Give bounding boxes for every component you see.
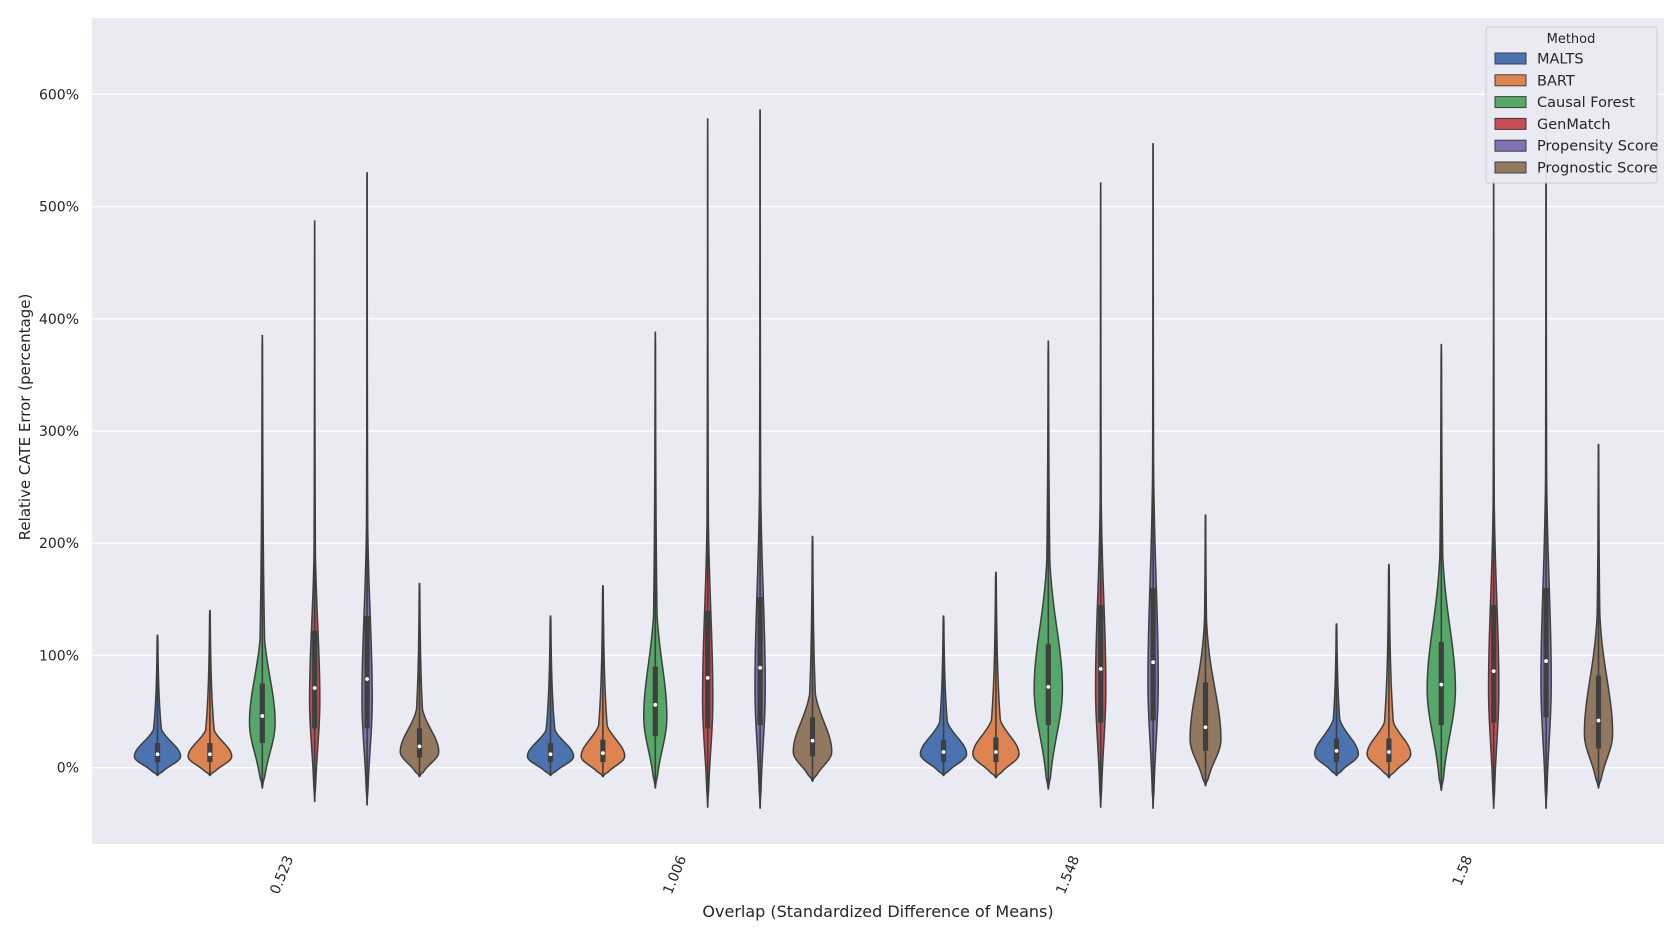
y-tick-label: 200% — [39, 536, 79, 552]
violin-box — [1595, 675, 1602, 749]
violin-box — [1150, 588, 1156, 721]
violin-median — [208, 752, 212, 757]
y-tick-label: 0% — [57, 761, 79, 777]
legend-swatch — [1494, 139, 1527, 152]
violin-median — [1544, 659, 1548, 663]
violin-median — [1098, 667, 1103, 671]
violin-median — [941, 750, 946, 754]
violin-box — [259, 683, 265, 743]
violin-box — [1491, 604, 1497, 723]
violin-median — [417, 744, 422, 749]
x-tick-label: 1.58 — [1450, 854, 1477, 889]
legend-swatch — [1494, 52, 1527, 65]
legend-swatch — [1494, 74, 1527, 87]
legend-label: GenMatch — [1537, 117, 1611, 133]
y-tick-label: 100% — [39, 648, 79, 664]
violin-box — [652, 666, 658, 737]
y-axis-label: Relative CATE Error (percentage) — [16, 294, 34, 541]
y-tick-labels: 0% 100% 200% 300% 400% 500% 600% — [39, 87, 79, 776]
violin-box — [705, 610, 711, 729]
violin-median — [1439, 682, 1444, 687]
legend-title: Method — [1547, 32, 1596, 47]
violin-median — [548, 752, 553, 757]
violin-box — [312, 630, 318, 729]
violin-box — [1045, 644, 1051, 726]
y-tick-label: 400% — [39, 312, 79, 328]
violin-box — [1202, 682, 1209, 751]
legend-items: MALTS BART Causal Forest GenMatch Propensity… — [1494, 52, 1658, 177]
violin-median — [601, 751, 605, 755]
legend: Method MALTS BART Causal Forest GenMatch Pro… — [1485, 26, 1658, 184]
violin-box — [416, 728, 423, 758]
violin-box — [993, 737, 999, 763]
legend-label: Causal Forest — [1537, 95, 1635, 111]
legend-label: Propensity Score — [1537, 139, 1658, 155]
legend-swatch — [1494, 117, 1527, 130]
x-tick-label: 1.548 — [1053, 854, 1083, 897]
violin-box — [757, 597, 763, 726]
violin-box — [364, 616, 370, 729]
violin-median — [365, 677, 369, 681]
legend-frame — [1485, 26, 1658, 184]
violin-median — [653, 702, 658, 707]
violin-median — [260, 714, 265, 718]
violin-box — [600, 739, 606, 763]
violin-box — [1543, 588, 1549, 718]
violin-median — [758, 665, 762, 670]
violin-median — [1596, 718, 1601, 723]
x-tick-labels: 0.523 1.006 1.548 1.58 — [267, 853, 1476, 896]
legend-label: MALTS — [1537, 52, 1584, 68]
x-tick-label: 0.523 — [267, 854, 297, 897]
x-tick-label: 1.006 — [660, 853, 690, 896]
violin-median — [1491, 669, 1496, 674]
violin-median — [1334, 748, 1339, 753]
legend-label: BART — [1537, 73, 1575, 89]
violin-box — [1098, 604, 1104, 723]
violin-median — [1151, 660, 1155, 665]
y-tick-label: 600% — [39, 87, 79, 103]
grid-lines — [92, 93, 1664, 769]
violin-median — [312, 686, 317, 690]
legend-swatch — [1494, 161, 1527, 174]
y-tick-label: 300% — [39, 424, 79, 440]
legend-label: Prognostic Score — [1537, 161, 1658, 177]
violin-median — [810, 738, 815, 743]
violin-median — [994, 750, 998, 754]
y-tick-label: 500% — [39, 200, 79, 216]
violin-median — [1387, 750, 1391, 754]
violin-median — [1203, 725, 1208, 730]
legend-swatch — [1494, 96, 1527, 109]
x-axis-label: Overlap (Standardized Difference of Mean… — [702, 902, 1053, 921]
violin-box — [809, 717, 816, 757]
violin-median — [155, 752, 160, 757]
violin-median — [705, 676, 710, 680]
violin-median — [1046, 684, 1051, 689]
